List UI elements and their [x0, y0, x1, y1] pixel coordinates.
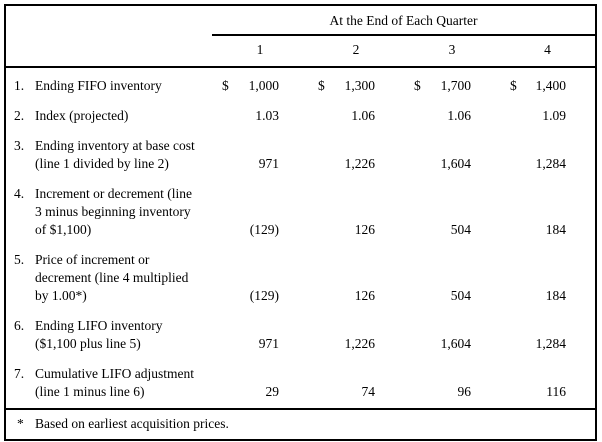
- row-number: 2.: [14, 108, 25, 123]
- row-label: Price of increment or decrement (line 4 …: [35, 252, 189, 303]
- value-cell: 1,226: [344, 336, 375, 351]
- value-cell: 504: [450, 222, 471, 237]
- row-number: 1.: [14, 78, 25, 93]
- header-span-row: At the End of Each Quarter: [5, 5, 597, 36]
- row-number: 5.: [14, 252, 25, 267]
- quarter-column-header-3: 3: [404, 35, 500, 68]
- value: 1,400: [535, 78, 567, 93]
- value-cell: 1.03: [255, 108, 279, 123]
- currency-symbol: $: [222, 78, 229, 93]
- value-cell: 184: [545, 288, 567, 303]
- row-number: 4.: [14, 186, 25, 201]
- value-cell: 74: [361, 384, 376, 399]
- header-quarters-row: 1 2 3 4: [5, 35, 597, 68]
- value: 1,300: [344, 78, 375, 93]
- value: 1,000: [248, 78, 279, 93]
- value-cell: 1,284: [535, 156, 567, 171]
- value-cell: (129): [249, 288, 279, 303]
- value-cell: 971: [258, 156, 279, 171]
- spacer-cell: [5, 35, 212, 68]
- row-label: Ending FIFO inventory: [35, 78, 162, 93]
- row-label: Cumulative LIFO adjustment (line 1 minus…: [35, 366, 194, 399]
- table-row-5: 5. Price of increment or decrement (line…: [5, 246, 596, 312]
- row-number: 7.: [14, 366, 25, 381]
- table-row-2: 2. Index (projected) 1.03 1.06 1.06 1.09: [5, 102, 596, 132]
- value-cell: 1.09: [542, 108, 567, 123]
- row-number: 3.: [14, 138, 25, 153]
- quarter-column-header-1: 1: [212, 35, 308, 68]
- value-cell: 116: [546, 384, 567, 399]
- value-cell: 1,226: [344, 156, 375, 171]
- row-label: Ending inventory at base cost (line 1 di…: [35, 138, 195, 171]
- row-label: Ending LIFO inventory ($1,100 plus line …: [35, 318, 163, 351]
- footnote-row: * Based on earliest acquisition prices.: [5, 408, 597, 440]
- value-cell: 184: [545, 222, 567, 237]
- value-cell: 1,604: [440, 336, 471, 351]
- currency-symbol: $: [414, 78, 421, 93]
- value-cell: 96: [457, 384, 472, 399]
- value-cell: (129): [249, 222, 279, 237]
- value-cell: 1.06: [351, 108, 375, 123]
- table-row-7: 7. Cumulative LIFO adjustment (line 1 mi…: [5, 360, 596, 409]
- table-row-3: 3. Ending inventory at base cost (line 1…: [5, 132, 596, 180]
- table-row-4: 4. Increment or decrement (line 3 minus …: [5, 180, 596, 246]
- footnote-marker: *: [5, 408, 35, 440]
- value-cell: $1,700: [404, 67, 500, 102]
- value-cell: 126: [354, 222, 375, 237]
- quarter-column-header-2: 2: [308, 35, 404, 68]
- value-cell: 971: [258, 336, 279, 351]
- value: 1,700: [440, 78, 471, 93]
- quarters-header: At the End of Each Quarter: [212, 5, 597, 36]
- spacer-cell: [5, 5, 212, 35]
- currency-symbol: $: [318, 78, 325, 93]
- value-cell: 1.06: [447, 108, 471, 123]
- footnote-text: Based on earliest acquisition prices.: [35, 408, 597, 440]
- row-label: Increment or decrement (line 3 minus beg…: [35, 186, 193, 237]
- lifo-inventory-table: At the End of Each Quarter 1 2 3 4 1. En…: [4, 4, 598, 441]
- currency-symbol: $: [510, 78, 517, 93]
- value-cell: 1,604: [440, 156, 471, 171]
- value-cell: $1,000: [212, 67, 308, 102]
- value-cell: 29: [265, 384, 280, 399]
- table-row-6: 6. Ending LIFO inventory ($1,100 plus li…: [5, 312, 596, 360]
- row-number: 6.: [14, 318, 25, 333]
- value-cell: $1,300: [308, 67, 404, 102]
- value-cell: 504: [450, 288, 471, 303]
- table-row-1: 1. Ending FIFO inventory $1,000 $1,300 $…: [5, 67, 596, 102]
- row-label: Index (projected): [35, 108, 129, 123]
- value-cell: 126: [354, 288, 375, 303]
- quarter-column-header-4: 4: [500, 35, 597, 68]
- value-cell: $1,400: [500, 67, 596, 102]
- value-cell: 1,284: [535, 336, 567, 351]
